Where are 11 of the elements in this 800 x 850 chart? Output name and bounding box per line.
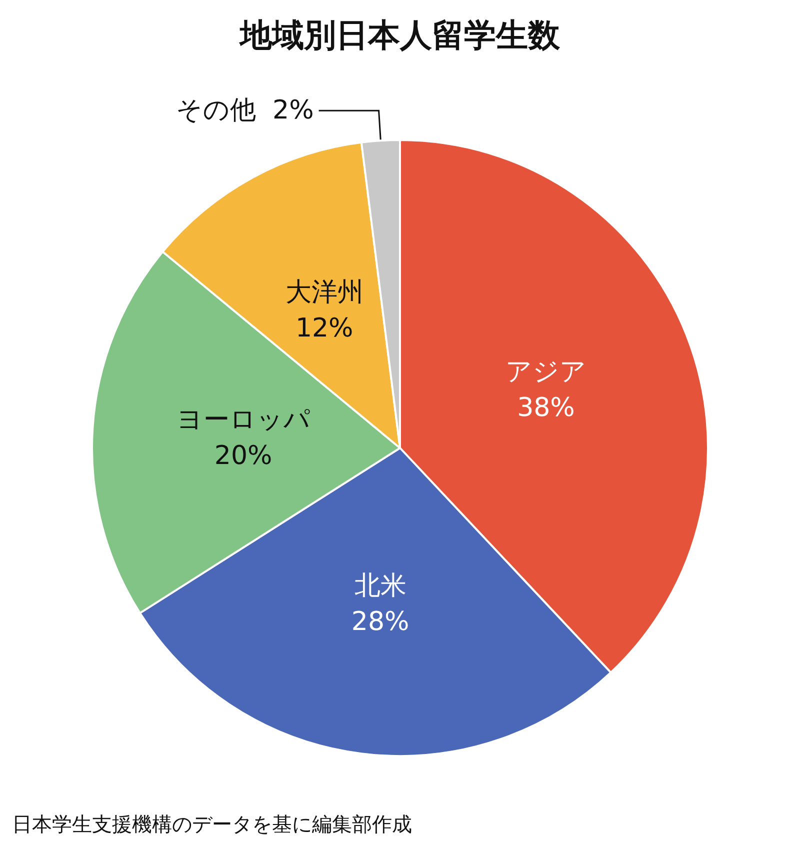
slice-label: アジア [505,357,586,388]
slice-label: その他 2% [176,96,314,126]
slice-label: 大洋州 [285,277,364,308]
chart-title: 地域別日本人留学生数 [238,16,561,54]
data-label: 38% [517,393,575,424]
data-label: 28% [351,606,410,637]
slice-label: ヨーロッパ [176,405,310,436]
slice-label: 北米 [354,570,406,601]
text: 日本学生支援機構のデータを基に編集部作成 [12,812,412,836]
data-label: 12% [295,313,354,344]
data-label: 20% [214,441,272,472]
